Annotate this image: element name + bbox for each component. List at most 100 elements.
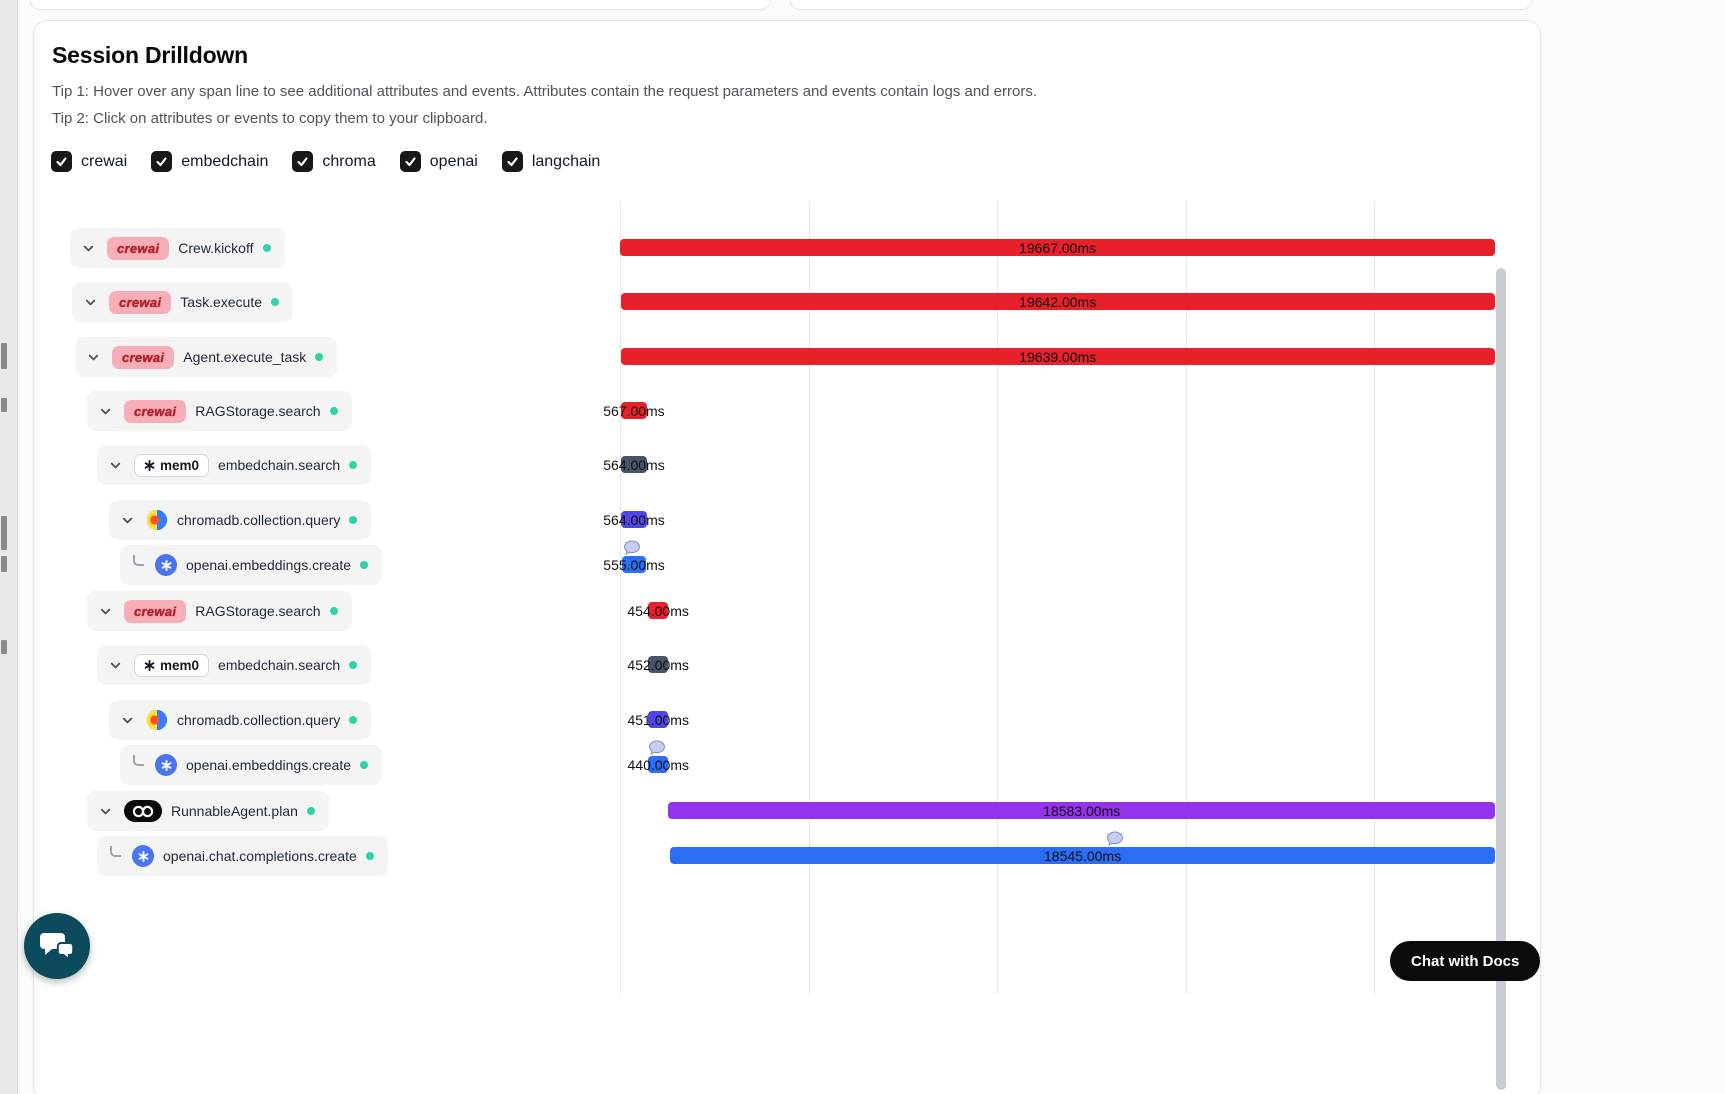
span-status-dot bbox=[315, 353, 324, 361]
expand-chevron-icon[interactable] bbox=[81, 295, 100, 310]
trace-row: mem0 embedchain.search 452.00ms bbox=[0, 638, 1725, 692]
span-name: RunnableAgent.plan bbox=[171, 803, 298, 819]
crewai-logo: crewai bbox=[112, 345, 175, 369]
span-bar[interactable] bbox=[648, 711, 669, 728]
span-bar[interactable] bbox=[621, 511, 647, 528]
span-bar[interactable] bbox=[621, 556, 647, 573]
checkbox-checked-icon[interactable] bbox=[51, 151, 72, 172]
span-label-pill[interactable]: crewai RAGStorage.search bbox=[87, 591, 352, 631]
event-bubble-icon[interactable] bbox=[1107, 831, 1124, 852]
span-name: Agent.execute_task bbox=[183, 349, 307, 365]
span-label-pill[interactable]: openai.chat.completions.create bbox=[97, 836, 388, 876]
filter-chroma[interactable]: chroma bbox=[292, 151, 376, 172]
filter-openai[interactable]: openai bbox=[399, 151, 478, 172]
span-duration-label: 555.00ms bbox=[603, 557, 665, 573]
span-label-pill[interactable]: mem0 embedchain.search bbox=[97, 645, 372, 685]
span-bar[interactable] bbox=[669, 847, 1496, 864]
checkbox-checked-icon[interactable] bbox=[501, 151, 523, 172]
span-bar[interactable] bbox=[648, 602, 669, 619]
span-bar[interactable] bbox=[620, 348, 1495, 365]
span-bar[interactable] bbox=[620, 293, 1495, 310]
span-duration-label: 564.00ms bbox=[603, 457, 665, 473]
chat-widget-button[interactable] bbox=[24, 913, 90, 979]
span-label-pill[interactable]: crewai Agent.execute_task bbox=[75, 337, 338, 377]
expand-chevron-icon[interactable] bbox=[79, 241, 98, 256]
filter-langchain[interactable]: langchain bbox=[501, 151, 600, 172]
edge-artifact bbox=[1, 516, 7, 550]
span-status-dot bbox=[271, 298, 279, 306]
checkbox-checked-icon[interactable] bbox=[151, 151, 173, 172]
span-duration-label: 440.00ms bbox=[627, 757, 690, 773]
expand-chevron-icon[interactable] bbox=[96, 404, 115, 419]
span-name: Crew.kickoff bbox=[178, 240, 254, 256]
crewai-logo: crewai bbox=[109, 290, 172, 314]
chart-gridline bbox=[1374, 202, 1375, 994]
checkbox-checked-icon[interactable] bbox=[292, 151, 314, 172]
span-bar[interactable] bbox=[621, 402, 647, 419]
span-label-pill[interactable]: crewai RAGStorage.search bbox=[87, 391, 352, 431]
span-label-pill[interactable]: chromadb.collection.query bbox=[109, 700, 372, 740]
trace-row: crewai RAGStorage.search 454.00ms bbox=[0, 584, 1725, 638]
span-bar[interactable] bbox=[621, 456, 647, 473]
span-duration-label: 451.00ms bbox=[627, 712, 689, 728]
trace-row: crewai RAGStorage.search 567.00ms bbox=[0, 384, 1725, 438]
trace-row: crewai Agent.execute_task 19639.00ms bbox=[0, 330, 1725, 384]
span-name: Task.execute bbox=[180, 294, 262, 310]
page-left-edge-strip bbox=[0, 0, 18, 1094]
expand-chevron-icon[interactable] bbox=[96, 604, 115, 619]
checkbox-checked-icon[interactable] bbox=[399, 151, 421, 172]
integration-filter-bar: crewai embedchain chroma openai langchain bbox=[51, 151, 600, 172]
span-name: RAGStorage.search bbox=[195, 403, 321, 419]
span-duration-label: 567.00ms bbox=[603, 403, 665, 419]
span-bar[interactable] bbox=[648, 756, 669, 773]
mem0-logo: mem0 bbox=[134, 453, 210, 477]
span-duration-label: 454.00ms bbox=[627, 603, 689, 619]
expand-chevron-icon[interactable] bbox=[106, 458, 125, 473]
tree-connector-icon bbox=[133, 554, 144, 566]
edge-artifact bbox=[1, 398, 7, 412]
trace-row: openai.embeddings.create 555.00ms bbox=[0, 538, 1725, 592]
chart-gridline bbox=[1185, 202, 1187, 994]
expand-chevron-icon[interactable] bbox=[84, 350, 103, 365]
span-bar[interactable] bbox=[668, 802, 1496, 819]
span-status-dot bbox=[349, 516, 358, 524]
span-name: RAGStorage.search bbox=[195, 603, 321, 619]
span-label-pill[interactable]: crewai Crew.kickoff bbox=[70, 228, 285, 268]
span-label-pill[interactable]: openai.embeddings.create bbox=[120, 545, 383, 585]
expand-chevron-icon[interactable] bbox=[118, 513, 137, 528]
expand-chevron-icon[interactable] bbox=[106, 658, 125, 673]
trace-row: crewai Task.execute 19642.00ms bbox=[0, 275, 1725, 329]
crewai-logo: crewai bbox=[107, 236, 170, 260]
event-bubble-icon[interactable] bbox=[649, 740, 666, 761]
span-duration-label: 19667.00ms bbox=[1019, 240, 1097, 256]
span-bar[interactable] bbox=[648, 656, 669, 673]
filter-crewai[interactable]: crewai bbox=[51, 151, 127, 172]
span-label-pill[interactable]: crewai Task.execute bbox=[72, 282, 293, 322]
span-name: openai.embeddings.create bbox=[186, 557, 352, 573]
span-status-dot bbox=[329, 407, 338, 415]
trace-row: RunnableAgent.plan 18583.00ms bbox=[0, 784, 1725, 838]
filter-label: crewai bbox=[81, 152, 128, 170]
chat-with-docs-button[interactable]: Chat with Docs bbox=[1390, 941, 1541, 981]
span-status-dot bbox=[360, 561, 369, 569]
span-label-pill[interactable]: RunnableAgent.plan bbox=[87, 791, 329, 831]
chat-bubbles-icon bbox=[39, 930, 75, 962]
span-status-dot bbox=[360, 761, 369, 769]
expand-chevron-icon[interactable] bbox=[96, 804, 115, 819]
expand-chevron-icon[interactable] bbox=[118, 713, 137, 728]
chroma-logo bbox=[146, 509, 168, 531]
span-bar[interactable] bbox=[620, 239, 1496, 256]
span-label-pill[interactable]: mem0 embedchain.search bbox=[97, 445, 372, 485]
event-bubble-icon[interactable] bbox=[624, 540, 641, 561]
openai-logo bbox=[155, 754, 177, 776]
span-label-pill[interactable]: chromadb.collection.query bbox=[109, 500, 372, 540]
filter-embedchain[interactable]: embedchain bbox=[151, 151, 268, 172]
vertical-scrollbar-thumb[interactable] bbox=[1496, 268, 1506, 1090]
chart-gridline bbox=[997, 202, 998, 994]
span-label-pill[interactable]: openai.embeddings.create bbox=[120, 745, 383, 785]
span-name: chromadb.collection.query bbox=[177, 512, 341, 528]
crewai-logo: crewai bbox=[124, 399, 187, 423]
span-status-dot bbox=[306, 807, 315, 815]
span-duration-label: 19642.00ms bbox=[1019, 294, 1097, 310]
filter-label: openai bbox=[429, 152, 478, 170]
